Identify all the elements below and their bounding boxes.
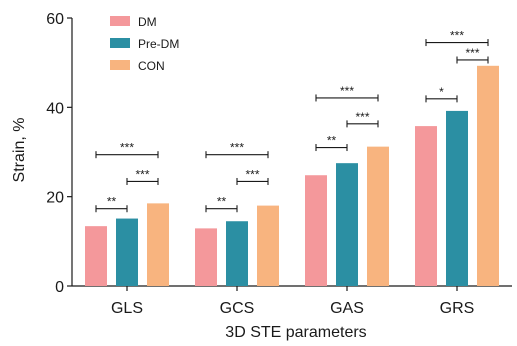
significance-bracket: *** (236, 167, 269, 185)
x-tick-label: GCS (220, 300, 255, 317)
y-tick-label: 60 (46, 11, 64, 28)
legend-item: CON (110, 59, 165, 73)
x-tick-label: GAS (330, 300, 364, 317)
bar-dm (415, 126, 437, 287)
y-tick-label: 40 (46, 100, 64, 117)
legend-item: DM (110, 15, 157, 29)
significance-label: ** (327, 134, 337, 148)
legend-swatch (110, 60, 130, 70)
significance-bracket: *** (315, 84, 379, 102)
significance-label: *** (120, 141, 134, 155)
bar-pre-dm (116, 218, 138, 286)
significance-bracket: *** (425, 29, 489, 47)
x-axis-title: 3D STE parameters (225, 324, 366, 341)
significance-label: *** (465, 46, 479, 60)
significance-label: ** (107, 195, 117, 209)
significance-label: *** (450, 29, 464, 43)
bar-dm (305, 175, 327, 286)
significance-bracket: ** (95, 195, 128, 213)
y-tick-label: 0 (55, 279, 64, 296)
bar-con (257, 205, 279, 286)
bar-pre-dm (446, 110, 468, 286)
y-axis-title: Strain, % (11, 118, 28, 183)
bar-pre-dm (226, 221, 248, 286)
x-tick-label: GLS (111, 300, 143, 317)
legend-swatch (110, 38, 130, 48)
legend-swatch (110, 16, 130, 26)
bar-con (367, 146, 389, 286)
legend-item: Pre-DM (110, 37, 179, 51)
significance-bracket: *** (95, 141, 159, 159)
legend-label: DM (138, 15, 157, 29)
significance-label: *** (340, 84, 354, 98)
bar-dm (195, 228, 217, 286)
significance-label: *** (135, 167, 149, 181)
bar-con (147, 203, 169, 286)
significance-label: *** (355, 110, 369, 124)
significance-bracket: *** (456, 46, 489, 64)
significance-bracket: ** (205, 195, 238, 213)
bar-pre-dm (336, 163, 358, 286)
significance-bracket: *** (346, 110, 379, 128)
significance-label: ** (217, 195, 227, 209)
significance-bracket: ** (315, 134, 348, 152)
significance-bracket: * (425, 85, 458, 103)
significance-label: *** (245, 167, 259, 181)
significance-label: * (439, 85, 444, 99)
x-tick-label: GRS (440, 300, 475, 317)
bar-dm (85, 226, 107, 286)
y-tick-label: 20 (46, 190, 64, 207)
legend-label: CON (138, 59, 165, 73)
significance-bracket: *** (205, 141, 269, 159)
significance-label: *** (230, 141, 244, 155)
legend-label: Pre-DM (138, 37, 179, 51)
bar-con (477, 65, 499, 286)
significance-bracket: *** (126, 167, 159, 185)
